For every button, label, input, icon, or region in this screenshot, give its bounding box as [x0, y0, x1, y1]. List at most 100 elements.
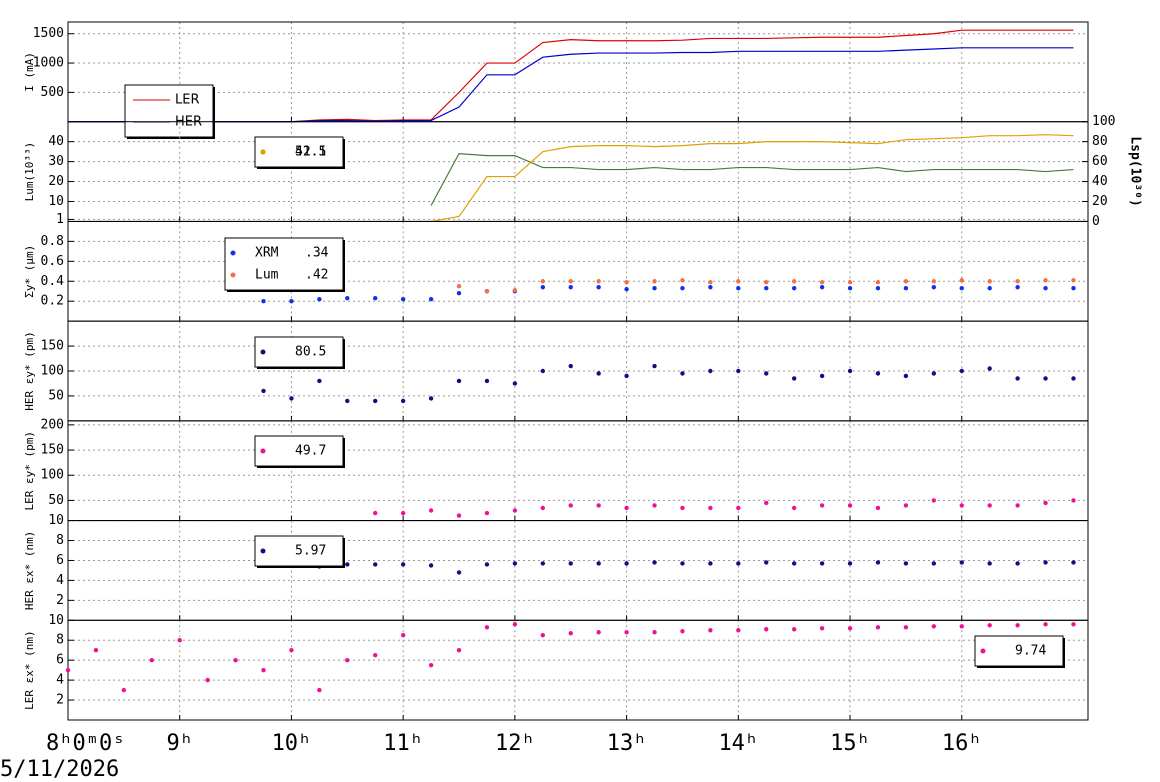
y-tick-label: 8 — [56, 533, 64, 548]
y-tick-label: 2 — [56, 693, 64, 708]
data-point — [819, 280, 825, 285]
legend-swatch — [230, 272, 236, 278]
data-point — [484, 378, 490, 384]
panel-frame — [67, 420, 1089, 522]
data-point — [680, 286, 685, 291]
legend-value: 5.97 — [295, 544, 326, 559]
data-point — [903, 625, 909, 630]
data-point — [1071, 560, 1076, 565]
data-point — [261, 667, 266, 673]
data-point — [512, 561, 518, 566]
data-point — [345, 296, 350, 301]
y-tick-label: 100 — [41, 468, 64, 483]
data-point — [93, 648, 99, 653]
legend-swatch — [230, 250, 236, 256]
data-point — [819, 503, 825, 508]
data-point — [1071, 376, 1076, 381]
data-point — [875, 286, 881, 291]
legend-swatch — [260, 548, 266, 554]
data-point — [568, 503, 573, 508]
data-point — [931, 624, 937, 629]
data-point — [987, 279, 992, 284]
data-point — [484, 625, 490, 630]
data-point — [568, 363, 573, 369]
data-point — [987, 503, 992, 508]
y-tick-label: 10 — [48, 513, 64, 528]
data-point — [400, 633, 406, 638]
x-tick-label: 9ʰ — [166, 731, 193, 756]
legend-label: XRM — [255, 246, 279, 261]
y-axis-label: Lum(10³³) — [23, 142, 36, 202]
data-point — [121, 687, 127, 693]
data-point — [1015, 503, 1020, 508]
data-point — [512, 288, 518, 293]
panel-frame — [67, 121, 1089, 222]
legend-box — [974, 635, 1064, 667]
y-tick-label: 8 — [56, 633, 64, 648]
data-point — [791, 279, 797, 284]
data-point — [345, 562, 350, 567]
data-point — [624, 505, 629, 511]
data-point — [1071, 286, 1076, 291]
data-point — [568, 285, 573, 290]
data-point — [428, 297, 434, 302]
data-point — [959, 368, 964, 374]
data-point — [456, 570, 462, 575]
data-point — [680, 371, 685, 376]
y-tick-label: 100 — [41, 364, 64, 379]
data-point — [819, 373, 825, 379]
data-point — [373, 398, 378, 404]
data-point — [317, 378, 322, 384]
data-point — [456, 648, 462, 653]
data-point — [764, 371, 769, 376]
data-point — [205, 677, 210, 683]
x-tick-label: 8ʰ0ᵐ0ˢ — [46, 731, 125, 756]
data-point — [959, 286, 964, 291]
data-point — [289, 648, 294, 653]
data-point — [652, 630, 657, 635]
y-tick-label: 1000 — [33, 56, 64, 71]
data-point — [1043, 278, 1048, 283]
data-point — [261, 388, 266, 394]
series-line — [430, 134, 1074, 223]
data-point — [428, 396, 434, 401]
data-point — [847, 503, 853, 508]
data-point — [1015, 561, 1020, 566]
legend-swatch — [260, 349, 266, 355]
legend-value: .34 — [305, 246, 329, 261]
data-point — [847, 286, 853, 291]
data-point — [1043, 376, 1048, 381]
data-point — [847, 561, 853, 566]
data-point — [652, 503, 657, 508]
data-point — [624, 287, 629, 292]
series-line — [68, 29, 1074, 123]
y-tick-label: 30 — [48, 154, 64, 169]
legend-box — [124, 84, 214, 138]
data-point — [1015, 279, 1020, 284]
data-point — [903, 503, 909, 508]
data-point — [931, 371, 937, 376]
data-point — [568, 279, 573, 284]
data-point — [959, 624, 964, 629]
y-axis-label: LER εy* (pm) — [23, 431, 36, 510]
x-tick-label: 15ʰ — [830, 731, 870, 756]
y-tick-label: 0.4 — [41, 274, 65, 289]
y-tick-label: 4 — [56, 573, 64, 588]
data-point — [512, 508, 518, 513]
data-point — [875, 625, 881, 630]
data-point — [959, 503, 964, 508]
data-point — [903, 561, 909, 566]
y-tick-label: 50 — [48, 388, 64, 403]
data-point — [875, 371, 881, 376]
legend-box — [254, 535, 344, 567]
data-point — [624, 373, 629, 379]
legend-value: 49.7 — [295, 444, 326, 459]
series-line — [68, 47, 1074, 123]
legend-box — [254, 435, 344, 467]
y2-tick-label: 60 — [1092, 154, 1108, 169]
legend-value: .42 — [305, 268, 328, 283]
legend-box — [224, 237, 344, 291]
x-tick-label: 10ʰ — [272, 731, 312, 756]
data-point — [708, 368, 713, 374]
y2-tick-label: 20 — [1092, 194, 1108, 209]
